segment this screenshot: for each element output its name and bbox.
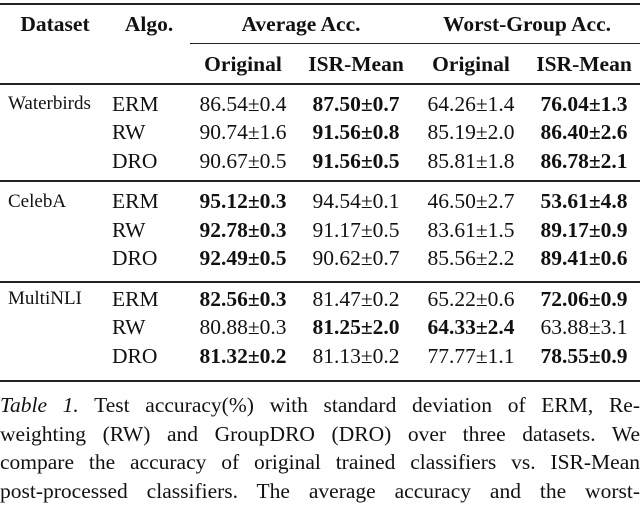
value-cell: 81.47±0.2 [298, 279, 414, 314]
value-cell: 80.88±0.3 [188, 314, 298, 343]
value-cell: 85.81±1.8 [414, 147, 528, 182]
value-cell: 72.06±0.9 [528, 279, 640, 314]
algo-cell: RW [110, 119, 188, 148]
value-cell: 90.67±0.5 [188, 147, 298, 182]
value-cell: 86.78±2.1 [528, 147, 640, 182]
value-cell: 53.61±4.8 [528, 182, 640, 217]
value-cell: 85.56±2.2 [414, 245, 528, 280]
value-cell: 78.55±0.9 [528, 342, 640, 377]
dataset-cell [0, 342, 110, 377]
dataset-cell [0, 245, 110, 280]
value-cell: 89.41±0.6 [528, 245, 640, 280]
value-cell: 95.12±0.3 [188, 182, 298, 217]
value-cell: 81.25±2.0 [298, 314, 414, 343]
value-cell: 91.17±0.5 [298, 216, 414, 245]
header-algo: Algo. [110, 4, 188, 44]
value-cell: 86.54±0.4 [188, 84, 298, 119]
value-cell: 63.88±3.1 [528, 314, 640, 343]
algo-cell: DRO [110, 147, 188, 182]
dataset-cell [0, 119, 110, 148]
table-caption: Table 1. Test accuracy(%) with standard … [0, 391, 640, 505]
results-table: Dataset Algo. Average Acc. Worst-Group A… [0, 4, 640, 377]
value-cell: 90.74±1.6 [188, 119, 298, 148]
value-cell: 77.77±1.1 [414, 342, 528, 377]
subheader-original: Original [414, 44, 528, 84]
algo-cell: ERM [110, 279, 188, 314]
value-cell: 87.50±0.7 [298, 84, 414, 119]
value-cell: 76.04±1.3 [528, 84, 640, 119]
algo-cell: DRO [110, 245, 188, 280]
value-cell: 64.33±2.4 [414, 314, 528, 343]
dataset-cell [0, 147, 110, 182]
subheader-original: Original [188, 44, 298, 84]
dataset-cell: Waterbirds [0, 84, 110, 119]
algo-cell: ERM [110, 182, 188, 217]
value-cell: 94.54±0.1 [298, 182, 414, 217]
algo-cell: RW [110, 216, 188, 245]
caption-line: compare the accuracy of original trained… [0, 448, 640, 477]
dataset-cell [0, 314, 110, 343]
value-cell: 81.32±0.2 [188, 342, 298, 377]
value-cell: 92.78±0.3 [188, 216, 298, 245]
header-worst-group-acc: Worst-Group Acc. [414, 4, 640, 44]
value-cell: 64.26±1.4 [414, 84, 528, 119]
subheader-isr-mean: ISR-Mean [528, 44, 640, 84]
value-cell: 81.13±0.2 [298, 342, 414, 377]
value-cell: 91.56±0.5 [298, 147, 414, 182]
algo-cell: ERM [110, 84, 188, 119]
dataset-cell [0, 216, 110, 245]
caption-line: weighting (RW) and GroupDRO (DRO) over t… [0, 420, 640, 449]
bottom-rule [0, 380, 640, 382]
value-cell: 89.17±0.9 [528, 216, 640, 245]
value-cell: 83.61±1.5 [414, 216, 528, 245]
dataset-cell: MultiNLI [0, 279, 110, 314]
caption-line: post-processed classifiers. The average … [0, 477, 640, 505]
value-cell: 46.50±2.7 [414, 182, 528, 217]
dataset-cell: CelebA [0, 182, 110, 217]
value-cell: 91.56±0.8 [298, 119, 414, 148]
header-dataset: Dataset [0, 4, 110, 44]
value-cell: 85.19±2.0 [414, 119, 528, 148]
algo-cell: DRO [110, 342, 188, 377]
subheader-isr-mean: ISR-Mean [298, 44, 414, 84]
value-cell: 86.40±2.6 [528, 119, 640, 148]
value-cell: 82.56±0.3 [188, 279, 298, 314]
value-cell: 65.22±0.6 [414, 279, 528, 314]
value-cell: 92.49±0.5 [188, 245, 298, 280]
value-cell: 90.62±0.7 [298, 245, 414, 280]
algo-cell: RW [110, 314, 188, 343]
caption-line: Table 1. Test accuracy(%) with standard … [0, 391, 640, 420]
header-average-acc: Average Acc. [188, 4, 414, 44]
caption-label: Table 1. [0, 393, 79, 417]
